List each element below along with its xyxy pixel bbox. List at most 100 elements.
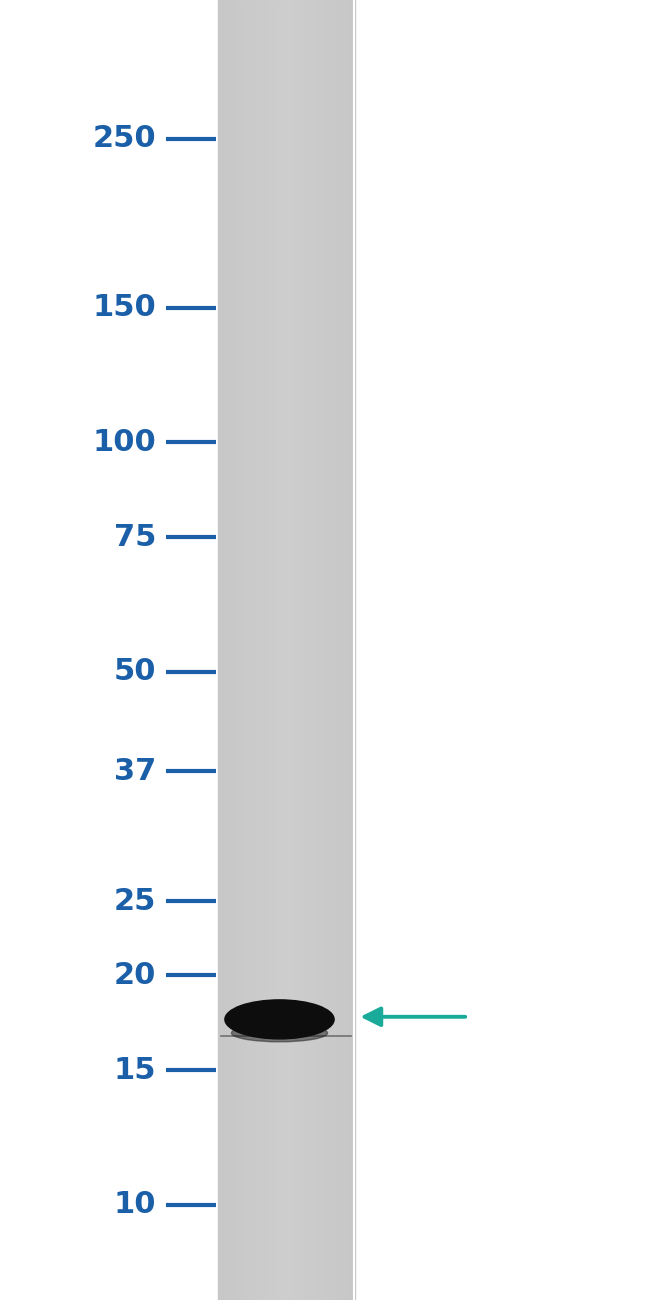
Bar xyxy=(265,0,266,1300)
Bar xyxy=(334,0,335,1300)
Text: 100: 100 xyxy=(92,428,156,456)
Bar xyxy=(335,0,337,1300)
Bar xyxy=(307,0,308,1300)
Bar xyxy=(312,0,314,1300)
Bar xyxy=(309,0,311,1300)
Bar xyxy=(346,0,348,1300)
Bar xyxy=(330,0,332,1300)
Bar xyxy=(294,0,296,1300)
Bar xyxy=(250,0,252,1300)
Bar xyxy=(298,0,300,1300)
Bar xyxy=(347,0,349,1300)
Ellipse shape xyxy=(231,1024,328,1041)
Bar xyxy=(266,0,268,1300)
Bar xyxy=(272,0,274,1300)
Bar xyxy=(246,0,248,1300)
Bar xyxy=(318,0,320,1300)
Bar xyxy=(281,0,283,1300)
Bar xyxy=(280,0,282,1300)
Bar xyxy=(336,0,338,1300)
Bar xyxy=(248,0,250,1300)
Bar xyxy=(257,0,259,1300)
Bar xyxy=(320,0,322,1300)
Bar xyxy=(351,0,353,1300)
Bar xyxy=(326,0,328,1300)
Bar xyxy=(341,0,343,1300)
Bar xyxy=(226,0,227,1300)
Bar xyxy=(283,0,285,1300)
Bar xyxy=(218,0,220,1300)
Text: 50: 50 xyxy=(114,658,156,686)
Text: 25: 25 xyxy=(114,887,156,915)
Bar xyxy=(302,0,304,1300)
Bar xyxy=(295,0,297,1300)
Bar xyxy=(317,0,318,1300)
Bar xyxy=(287,0,289,1300)
Text: 10: 10 xyxy=(114,1191,156,1219)
Bar xyxy=(239,0,241,1300)
Bar xyxy=(321,0,323,1300)
Bar xyxy=(230,0,232,1300)
Bar xyxy=(268,0,270,1300)
Bar xyxy=(300,0,302,1300)
Bar xyxy=(296,0,298,1300)
Bar xyxy=(301,0,302,1300)
Bar xyxy=(339,0,341,1300)
Bar xyxy=(274,0,276,1300)
Bar xyxy=(219,0,220,1300)
Bar xyxy=(311,0,313,1300)
Bar xyxy=(247,0,249,1300)
Bar xyxy=(292,0,293,1300)
Ellipse shape xyxy=(225,1000,334,1039)
Bar xyxy=(235,0,237,1300)
Bar xyxy=(285,0,287,1300)
Bar xyxy=(276,0,278,1300)
Bar xyxy=(289,0,290,1300)
Bar xyxy=(324,0,326,1300)
Bar xyxy=(260,0,261,1300)
Bar xyxy=(337,0,339,1300)
Bar xyxy=(352,0,354,1300)
Bar xyxy=(255,0,257,1300)
Bar xyxy=(292,0,294,1300)
Bar xyxy=(225,0,226,1300)
Bar xyxy=(270,0,272,1300)
Bar xyxy=(222,0,224,1300)
Bar xyxy=(319,0,320,1300)
Bar xyxy=(220,0,222,1300)
Bar xyxy=(278,0,280,1300)
Bar xyxy=(233,0,234,1300)
Bar xyxy=(289,0,291,1300)
Bar xyxy=(291,0,292,1300)
Bar xyxy=(236,0,238,1300)
Bar xyxy=(304,0,306,1300)
Text: 75: 75 xyxy=(114,523,156,552)
Bar xyxy=(239,0,240,1300)
Bar xyxy=(350,0,352,1300)
Bar xyxy=(274,0,276,1300)
Bar xyxy=(271,0,273,1300)
Bar xyxy=(303,0,305,1300)
Bar xyxy=(242,0,243,1300)
Bar xyxy=(348,0,350,1300)
Bar xyxy=(234,0,235,1300)
Bar xyxy=(266,0,267,1300)
Bar xyxy=(313,0,315,1300)
Bar xyxy=(333,0,335,1300)
Bar xyxy=(344,0,346,1300)
Bar xyxy=(254,0,256,1300)
Text: 15: 15 xyxy=(114,1056,156,1086)
Bar xyxy=(263,0,265,1300)
Bar xyxy=(243,0,244,1300)
Bar xyxy=(298,0,299,1300)
Bar xyxy=(310,0,311,1300)
Bar xyxy=(277,0,279,1300)
Text: 150: 150 xyxy=(92,294,156,322)
Bar xyxy=(269,0,271,1300)
Bar xyxy=(330,0,331,1300)
Bar xyxy=(286,0,288,1300)
Bar xyxy=(224,0,225,1300)
Bar xyxy=(231,0,233,1300)
Bar xyxy=(315,0,316,1300)
Bar xyxy=(237,0,239,1300)
